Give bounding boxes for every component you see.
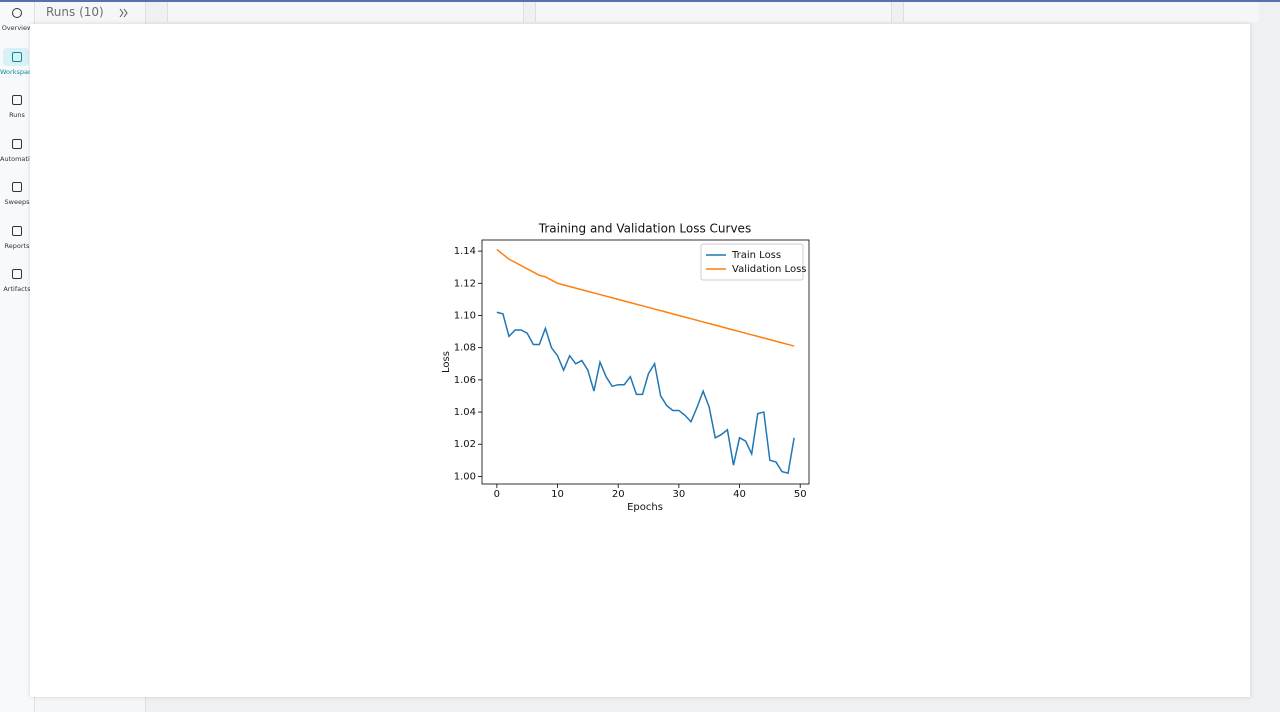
icon-shape: [12, 51, 22, 62]
modal: [30, 24, 1250, 697]
icon-shape: [12, 138, 22, 149]
icon-shape: [12, 182, 22, 192]
panel: [903, 2, 1259, 22]
series-line: [496, 248, 795, 347]
icon-shape: [12, 8, 22, 18]
nav-label[interactable]: Sweeps: [4, 198, 30, 206]
axes-frame: [481, 239, 810, 485]
icon-shape: [12, 225, 22, 236]
y-tick-label: 1.04: [454, 407, 476, 418]
x-tick-label: 0: [494, 489, 500, 500]
chart-title: Training and Validation Loss Curves: [538, 222, 751, 236]
x-tick-label: 20: [612, 489, 625, 500]
nav-label[interactable]: Overview: [1, 24, 33, 32]
x-tick-label: 40: [733, 489, 746, 500]
icon-shape: [12, 95, 22, 105]
panel: [535, 2, 892, 22]
panel: [167, 2, 524, 22]
nav-label[interactable]: Artifacts: [3, 285, 31, 293]
runs-title[interactable]: Runs (10): [46, 5, 104, 19]
legend-label: Validation Loss: [732, 264, 807, 275]
nav-icon[interactable]: [10, 137, 24, 151]
nav-icon[interactable]: [10, 6, 24, 20]
x-tick-label: 30: [673, 489, 686, 500]
sidebar: Overview Workspace Runs Automations Sweeps Re…: [0, 2, 35, 712]
y-tick-label: 1.14: [454, 246, 476, 257]
legend-label: Train Loss: [731, 250, 781, 261]
active-highlight: [3, 47, 29, 66]
top-bar: [0, 0, 1280, 2]
legend-box: [700, 243, 804, 281]
x-tick-label: 10: [551, 489, 564, 500]
nav-icon[interactable]: [10, 93, 24, 107]
y-axis-label: Loss: [441, 351, 452, 373]
nav-icon[interactable]: [10, 224, 24, 238]
y-tick-label: 1.00: [454, 471, 476, 482]
nav-icon[interactable]: [10, 180, 24, 194]
expand-icon[interactable]: [118, 7, 130, 19]
y-tick-label: 1.06: [454, 375, 476, 386]
nav-icon[interactable]: [10, 267, 24, 281]
nav-label[interactable]: Runs: [9, 111, 25, 119]
icon-shape: [12, 269, 22, 279]
x-tick-label: 50: [794, 489, 807, 500]
y-tick-label: 1.12: [454, 278, 476, 289]
y-tick-label: 1.02: [454, 439, 476, 450]
nav-label[interactable]: Automations: [0, 154, 34, 163]
y-tick-label: 1.08: [454, 343, 476, 354]
y-tick-label: 1.10: [454, 310, 476, 321]
nav-icon[interactable]: [10, 50, 24, 64]
nav-label[interactable]: Reports: [4, 241, 30, 250]
nav-label[interactable]: Workspace: [0, 67, 34, 76]
series-line: [496, 311, 795, 475]
x-axis-label: Epochs: [627, 502, 663, 513]
